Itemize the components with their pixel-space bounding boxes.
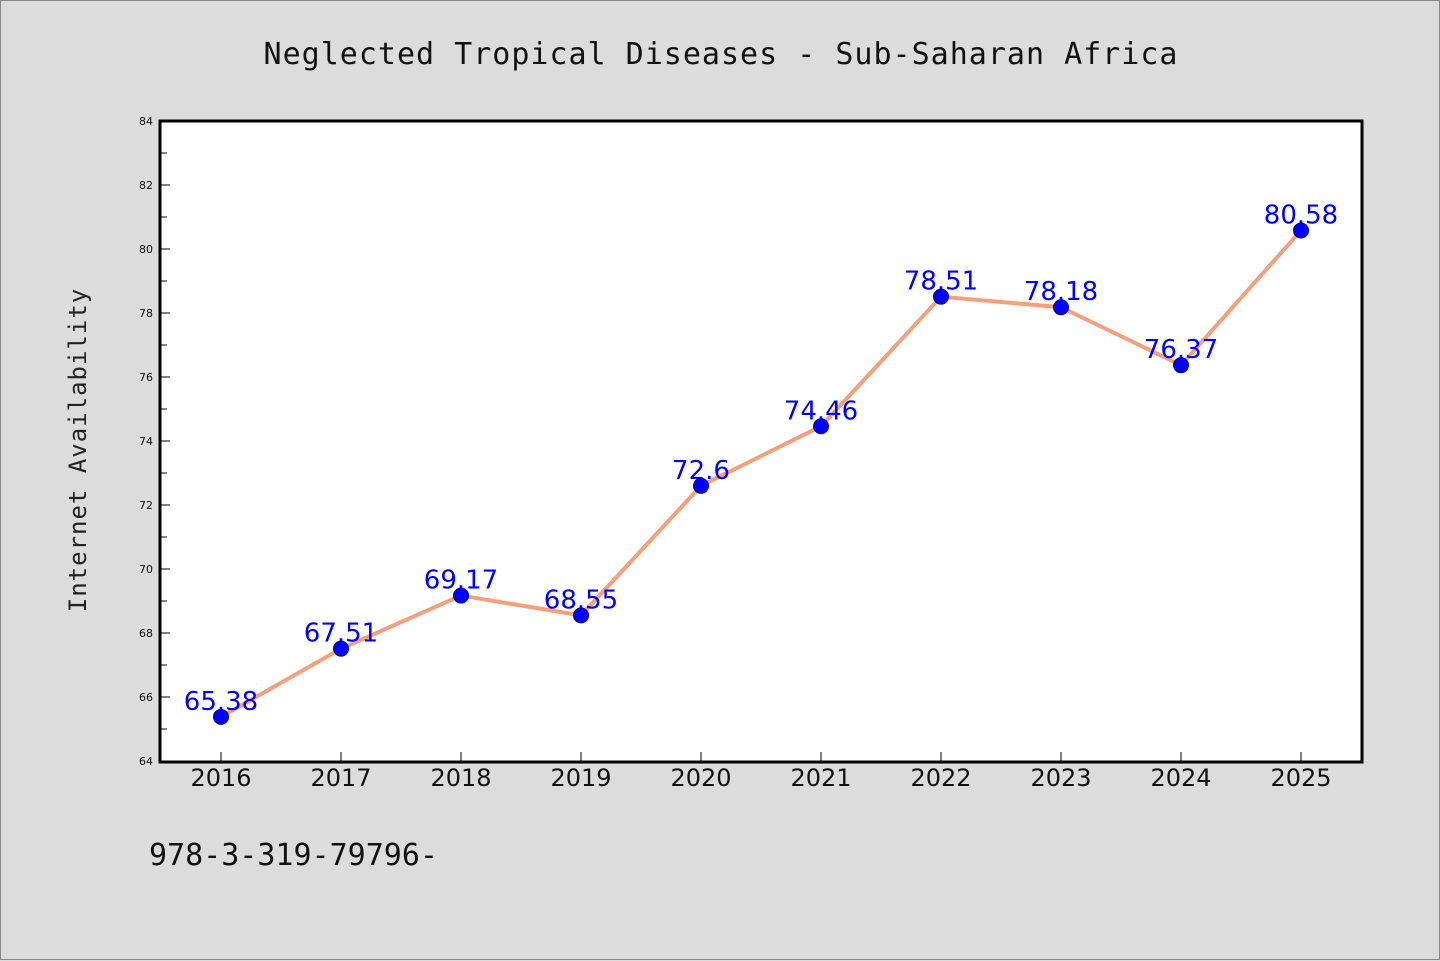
x-tick-label: 2025 [1270,764,1331,792]
y-tick-label: 66 [139,691,153,704]
x-tick-label: 2021 [790,764,851,792]
y-tick-label: 82 [139,179,153,192]
y-tick-label: 68 [139,627,153,640]
x-tick-label: 2024 [1150,764,1211,792]
data-point-marker [1293,222,1309,239]
data-label: 78.51 [904,267,978,297]
data-label: 72.6 [672,456,730,486]
y-tick-label: 72 [139,499,153,512]
y-tick-label: 76 [139,371,153,384]
y-tick-label: 64 [139,755,153,768]
data-point-marker [693,477,709,494]
y-tick-label: 74 [139,435,153,448]
plot-area [158,119,1364,764]
data-label: 67.51 [304,619,378,649]
data-labels: 65.38 67.51 69.17 68.55 72.6 74.46 78.51 78.18 7… [184,200,1338,716]
x-tick-label: 2019 [550,764,611,792]
data-point-marker [1053,299,1069,316]
data-label: 74.46 [784,396,858,426]
data-points [213,222,1309,725]
x-tick-label: 2016 [190,764,251,792]
y-tick-label: 78 [139,307,153,320]
data-label: 69.17 [424,566,498,596]
data-point-marker [213,708,229,725]
x-tick-label: 2023 [1030,764,1091,792]
x-tick-label: 2017 [310,764,371,792]
x-tick-label: 2018 [430,764,491,792]
data-point-marker [573,607,589,624]
data-label: 68.55 [544,585,618,615]
y-tick-label: 70 [139,563,153,576]
y-tick-label: 80 [139,243,153,256]
y-axis-label: Internet Availability [64,288,92,612]
footer-text: 978-3-319-79796- [149,838,438,873]
x-tick-label: 2020 [670,764,731,792]
data-label: 76.37 [1144,335,1218,365]
data-point-marker [333,640,349,657]
x-axis: 2016 2017 2018 2019 2020 2021 2022 2023 2024 2025 [190,752,1332,792]
data-label: 65.38 [184,687,258,717]
x-tick-label: 2022 [910,764,971,792]
data-point-marker [453,587,469,604]
y-tick-label: 84 [139,115,153,128]
series-line [219,228,1303,719]
data-label: 78.18 [1024,277,1098,307]
chart-title: Neglected Tropical Diseases - Sub-Sahara… [264,37,1179,72]
data-point-marker [1173,357,1189,374]
series-line-group [219,228,1303,719]
data-label: 80.58 [1264,200,1338,230]
y-axis: 64 66 68 70 72 74 76 78 80 82 84 [139,115,170,768]
data-point-marker [813,418,829,435]
data-point-marker [933,288,949,305]
